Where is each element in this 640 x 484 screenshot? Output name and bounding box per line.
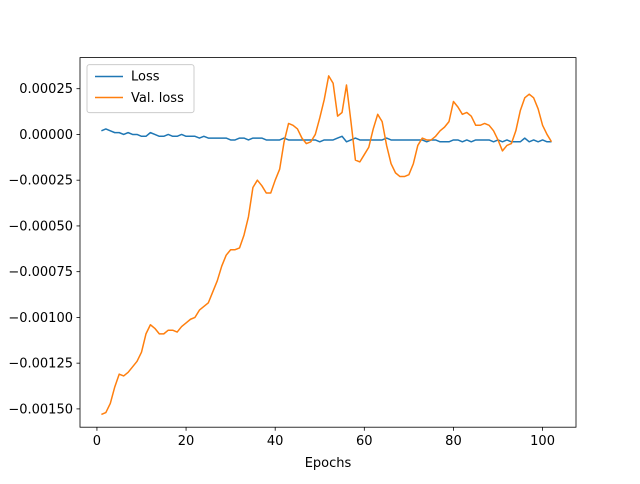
- plot-frame: [79, 57, 577, 428]
- y-tick-label: −0.00100: [8, 311, 73, 326]
- y-tick-label: 0.00025: [19, 82, 73, 97]
- series-line-val-loss: [101, 75, 553, 416]
- y-tick-label: −0.00075: [8, 265, 73, 280]
- x-axis: 0 20 40 60 80 100: [93, 427, 555, 449]
- y-tick-label: −0.00025: [8, 174, 73, 189]
- x-tick-label: 80: [445, 434, 462, 449]
- x-tick-label: 40: [267, 434, 284, 449]
- x-axis-label: Epochs: [305, 456, 352, 471]
- y-axis: −0.00150 −0.00125 −0.00100 −0.00075 −0.00050…: [8, 82, 80, 417]
- legend: Loss Val. loss: [86, 64, 195, 114]
- x-tick-label: 100: [530, 434, 555, 449]
- x-tick-label: 60: [356, 434, 373, 449]
- legend-label-loss: Loss: [131, 70, 160, 85]
- y-tick-label: 0.00000: [19, 128, 73, 143]
- legend-label-val-loss: Val. loss: [131, 91, 184, 106]
- x-tick-label: 20: [178, 434, 195, 449]
- y-tick-label: −0.00050: [8, 219, 73, 234]
- y-tick-label: −0.00125: [8, 357, 73, 372]
- x-tick-label: 0: [93, 434, 101, 449]
- series-line-loss: [101, 128, 552, 143]
- series-layer: [101, 75, 553, 416]
- y-tick-label: −0.00150: [8, 402, 73, 417]
